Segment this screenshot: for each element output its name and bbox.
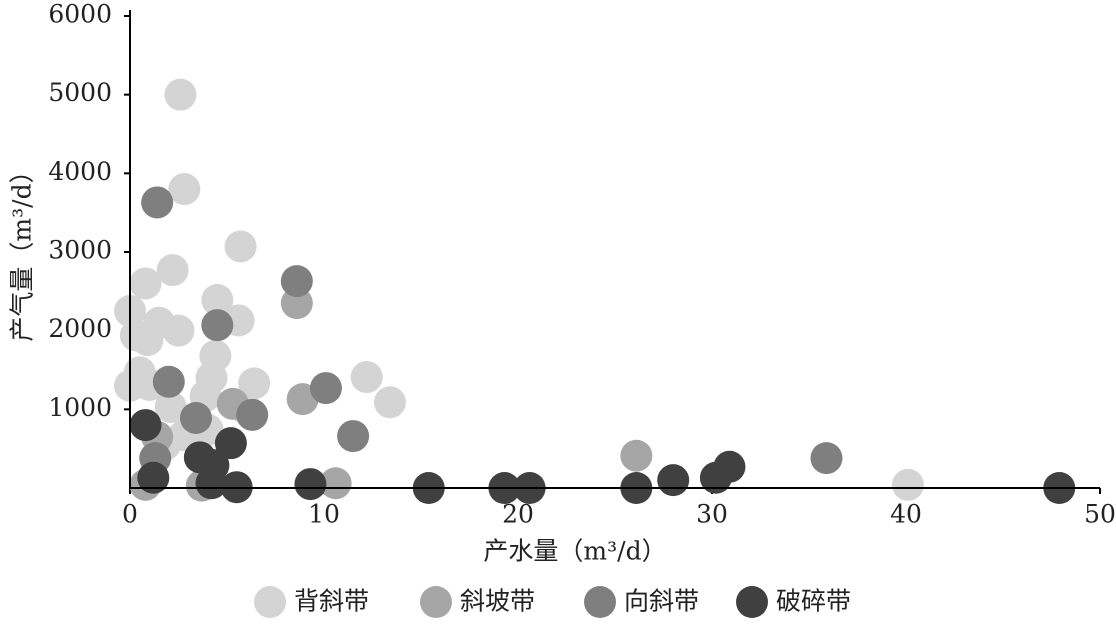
x-tick-label: 20 [502,500,534,529]
x-tick-label: 40 [890,500,922,529]
y-tick-label: 1000 [48,393,112,422]
y-tick-label: 6000 [48,0,112,29]
point [224,230,257,263]
point [280,265,313,298]
point [238,367,271,400]
legend-label: 破碎带 [776,587,851,616]
y-axis-label: 产气量（m³/d） [8,158,37,341]
y-tick-label: 4000 [48,157,112,186]
point [119,319,152,352]
point [137,461,170,494]
point [891,468,924,501]
point [309,372,342,405]
point [152,365,185,398]
legend-label: 斜坡带 [460,587,535,616]
point [141,186,174,219]
point [201,309,234,342]
point [129,267,162,300]
point [657,464,690,497]
point [195,467,228,500]
point [294,468,327,501]
point [214,427,247,460]
x-axis-label: 产水量（m³/d） [483,537,666,566]
point [201,283,234,316]
point [337,420,370,453]
point [350,361,383,394]
point [373,386,406,419]
x-tick-label: 30 [696,500,728,529]
point [156,254,189,287]
x-tick-label: 50 [1084,500,1116,529]
legend-marker [420,586,452,618]
point [129,409,162,442]
point [154,390,187,423]
point [236,398,269,431]
point [168,173,201,206]
x-tick-label: 0 [122,500,138,529]
legend-label: 背斜带 [294,587,369,616]
point [810,442,843,475]
point [620,439,653,472]
y-tick-label: 2000 [48,314,112,343]
point [179,401,212,434]
legend-marker [736,586,768,618]
y-tick-label: 3000 [48,236,112,265]
x-tick-label: 10 [308,500,340,529]
legend-marker [584,586,616,618]
legend-marker [254,586,286,618]
y-tick-label: 5000 [48,78,112,107]
point [164,78,197,111]
point [319,467,352,500]
legend-label: 向斜带 [624,587,699,616]
point [280,287,313,320]
point [713,450,746,483]
